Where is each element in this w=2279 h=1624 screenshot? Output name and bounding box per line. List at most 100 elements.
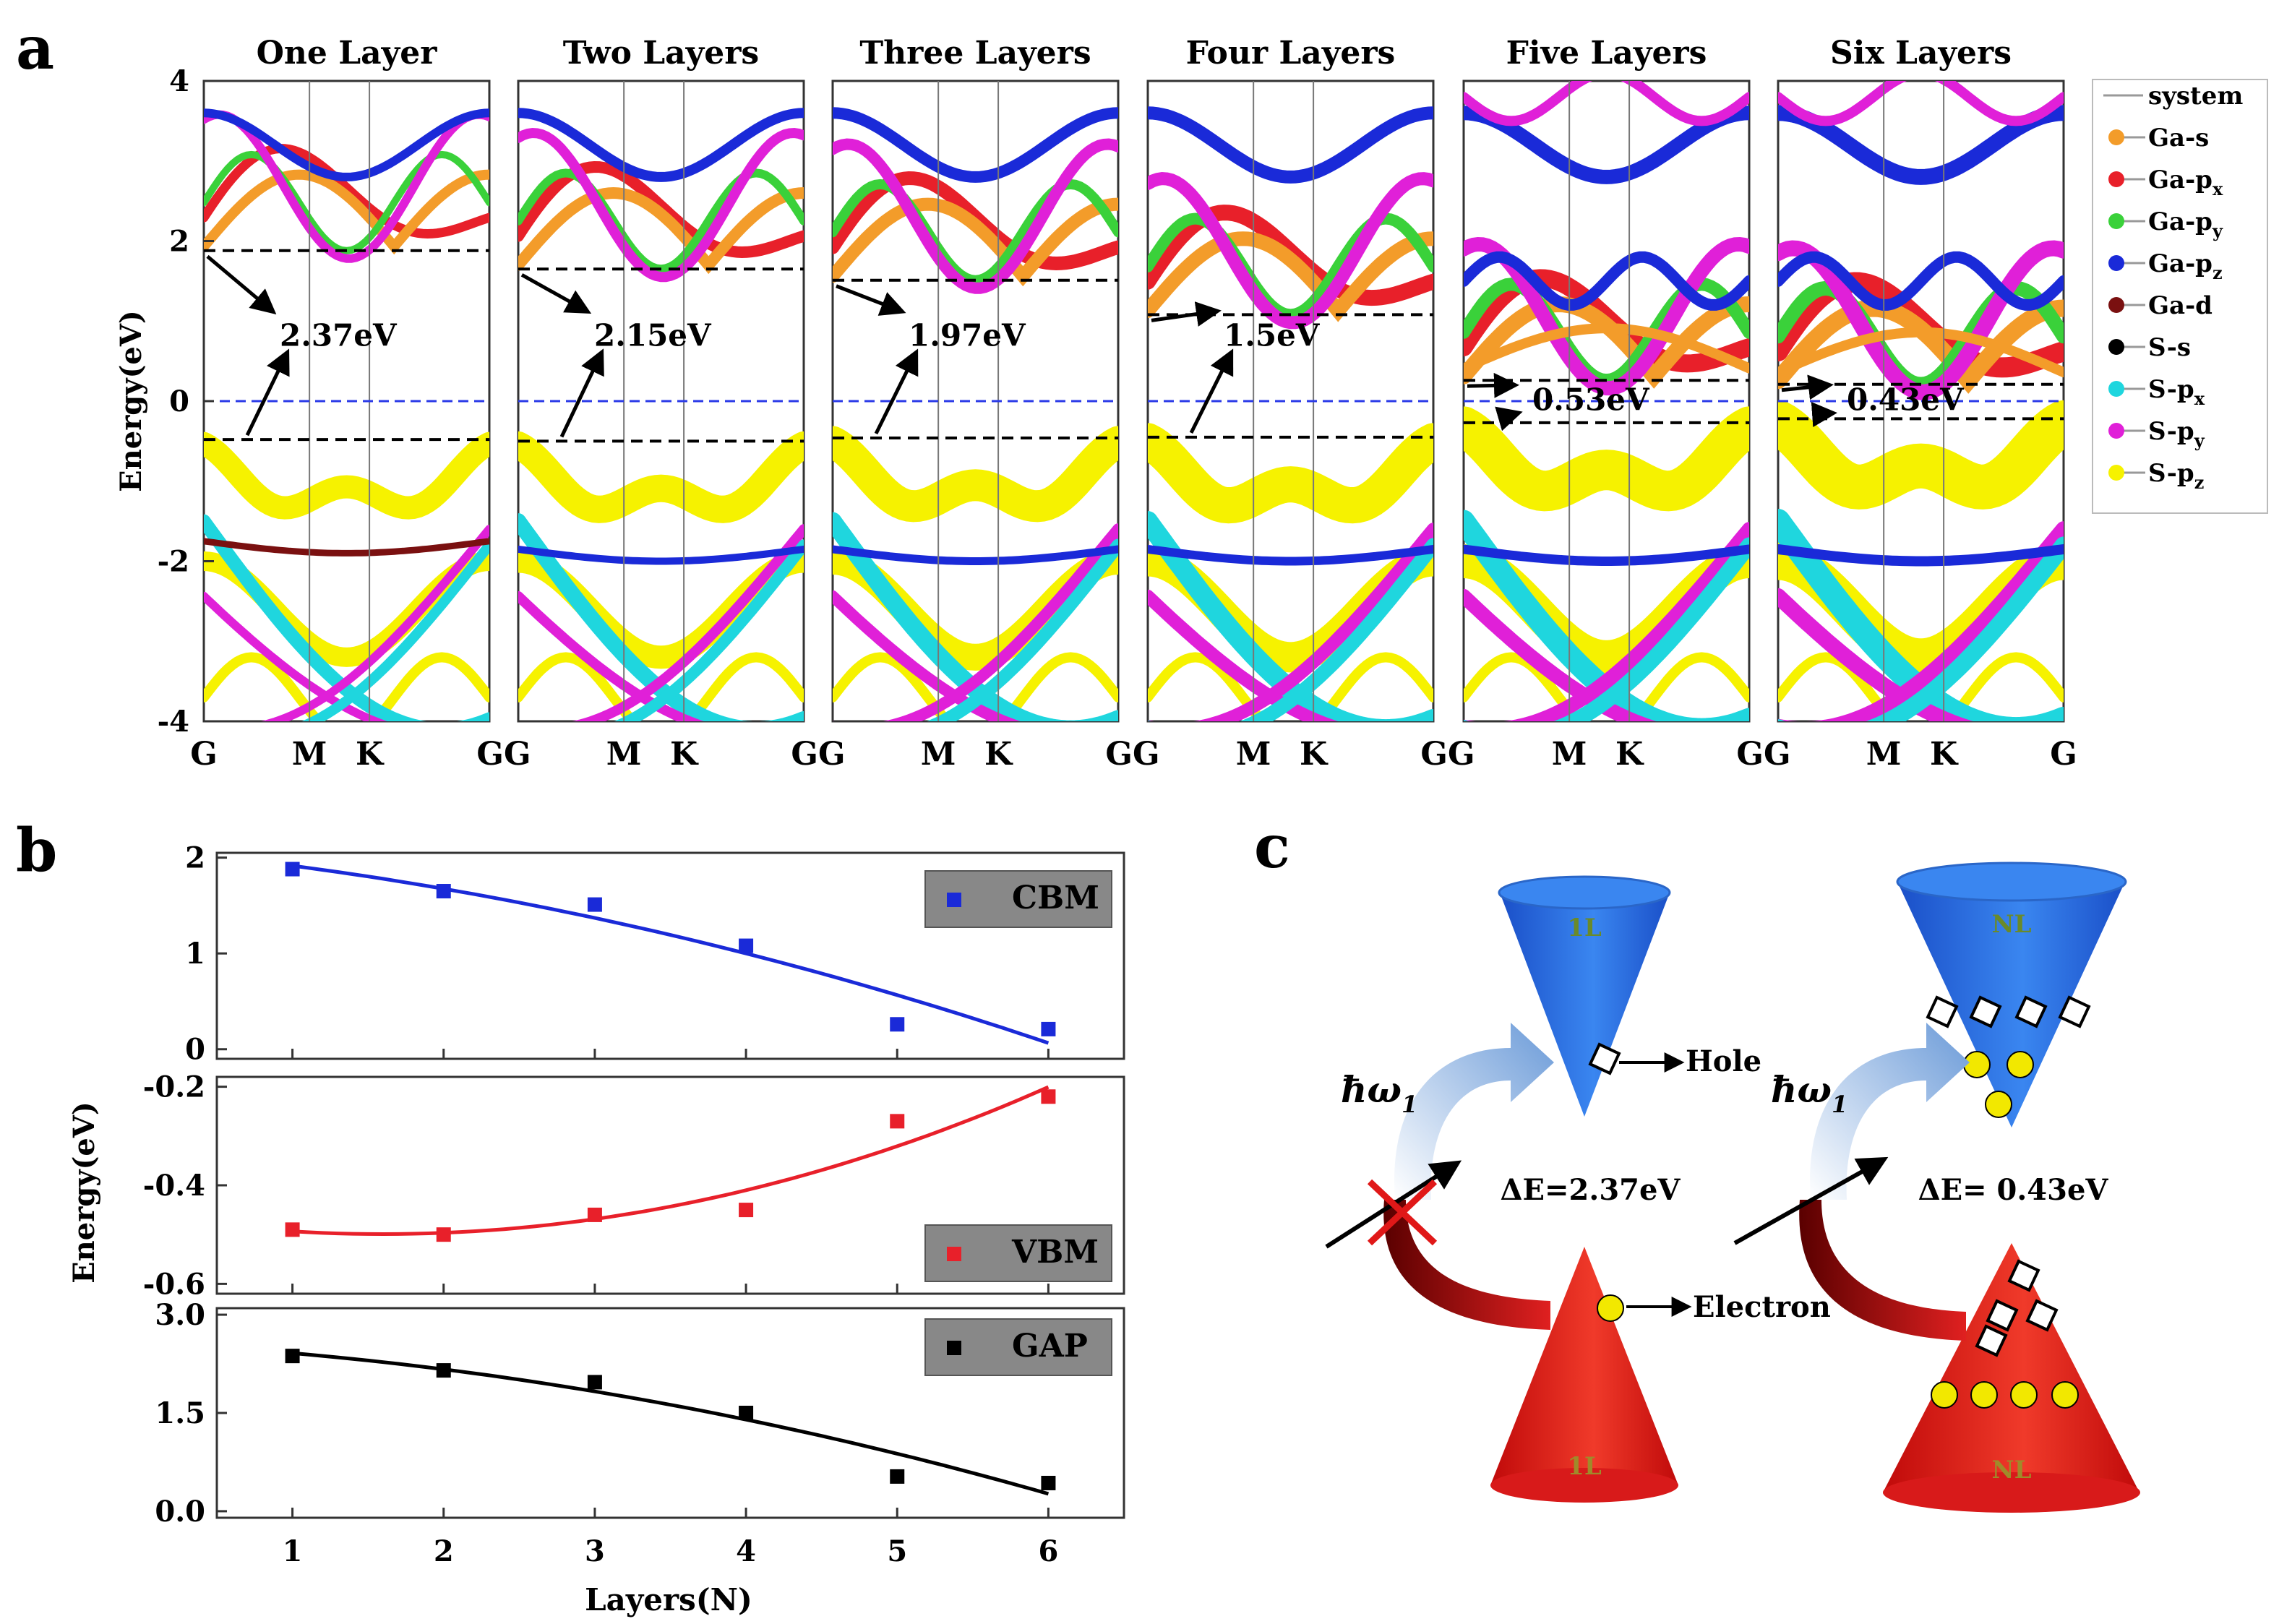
hole-marker: [1975, 1324, 2008, 1357]
band-ga-pz: [204, 108, 489, 181]
band-ga-pz: [518, 108, 804, 182]
band-panel: 2.37eV: [202, 80, 491, 723]
cone-nl-top: [1897, 882, 2125, 1127]
gap-arrow-up: [874, 348, 919, 435]
xtick-label: 1: [283, 1534, 303, 1568]
band-ga-pz: [1464, 106, 1749, 184]
holes-nl: [1926, 995, 2091, 1357]
band-ylabel: Energy(eV): [114, 310, 148, 492]
blocked-cross-2: [1367, 1179, 1438, 1246]
gap-label: 1.5eV: [1224, 318, 1321, 353]
data-point: [739, 1406, 754, 1420]
band-s-px: [833, 512, 1118, 721]
gap-label: 0.53eV: [1532, 382, 1650, 418]
band-panel-title: One Layer: [257, 35, 438, 72]
band-kpoint-label: K: [1300, 736, 1329, 773]
photon-arrow-right: [1733, 1156, 1889, 1245]
data-point: [436, 1363, 451, 1378]
band-s-py: [833, 523, 1118, 721]
band-ga-px: [518, 160, 804, 259]
series-legend-swatch: [947, 893, 961, 907]
gap-label: 2.15eV: [594, 318, 712, 353]
series-legend-swatch: [947, 1247, 961, 1261]
legend-label: Ga-pz: [2148, 249, 2223, 283]
band-s-pz: [1464, 406, 1749, 512]
electron-marker: [2010, 1381, 2038, 1409]
band-ytick: -2: [158, 545, 189, 579]
ytick-label: 1.5: [155, 1396, 205, 1430]
electron-marker: [1970, 1381, 1998, 1409]
band-ga-s: [518, 186, 804, 275]
band-s-px: [518, 513, 804, 721]
band-ga-pz: [1464, 251, 1749, 311]
cone-1l-top: [1500, 893, 1670, 1117]
fit-line: [292, 864, 1050, 1045]
legend-box: [2092, 79, 2268, 514]
band-ga-d: [1778, 544, 2064, 567]
data-point: [285, 1222, 300, 1237]
hole-marker: [2025, 1299, 2059, 1332]
band-kpoint-label: G: [2050, 736, 2077, 773]
ytick-label: 1: [185, 937, 205, 971]
data-point: [739, 938, 754, 953]
delta-e-left: ΔE=2.37eV: [1501, 1173, 1681, 1207]
ytick-label: -0.2: [143, 1070, 205, 1104]
legend-subscript: y: [2212, 220, 2223, 241]
cone-1l-top-label: 1L: [1567, 914, 1602, 942]
band-kpoint-label: G: [190, 736, 218, 773]
band-s-py: [572, 524, 804, 721]
gap-arrow-down: [836, 284, 906, 316]
band-s-py: [204, 110, 489, 263]
band-ytick: 4: [169, 64, 189, 98]
data-point: [1041, 1475, 1056, 1490]
panel-label-c: c: [1254, 812, 1290, 882]
gap-arrow-down: [1781, 374, 1834, 400]
band-ga-d: [1148, 544, 1433, 566]
series-legend-swatch: [947, 1341, 961, 1355]
band-structure-panels: 2.37eV One Layer 2.15eV Two Layers 1.97eV Thr…: [202, 35, 2065, 723]
band-s-pz: [518, 652, 804, 721]
band-ga-d: [833, 545, 1118, 565]
photon-label-right: ħω1: [1771, 1068, 1847, 1118]
band-s-py: [261, 525, 489, 721]
band-ytick: -4: [158, 705, 189, 739]
gap-arrow-up: [1811, 402, 1837, 428]
band-s-pz: [1148, 423, 1433, 524]
band-kpoint-label: GG: [1420, 736, 1475, 773]
legend-label: S-s: [2148, 333, 2191, 362]
band-ga-s: [1464, 323, 1749, 374]
hole-label: Hole: [1686, 1044, 1761, 1078]
band-s-pz: [204, 652, 489, 721]
electron-marker: [1985, 1091, 2012, 1118]
photon-symbol-right: ħω: [1771, 1068, 1832, 1111]
data-point: [1041, 1021, 1056, 1036]
hole-marker: [2007, 1259, 2040, 1292]
data-point: [890, 1469, 905, 1484]
data-point: [587, 1207, 602, 1222]
excite-arrow-left: [1394, 1023, 1554, 1200]
data-point: [587, 897, 602, 912]
legend-swatch: [2108, 213, 2124, 229]
fit-line: [292, 1351, 1050, 1496]
band-panel-title: Five Layers: [1506, 35, 1707, 72]
band-s-px: [204, 514, 489, 721]
gap-label: 0.43eV: [1847, 382, 1965, 418]
band-s-py: [204, 591, 387, 721]
electron-label: Electron: [1693, 1290, 1831, 1324]
band-ga-px: [204, 143, 489, 239]
panel-b-ylabel: Energy(eV): [67, 1101, 101, 1284]
band-ga-s: [1778, 327, 2064, 378]
band-kpoint-label: GG: [1105, 736, 1159, 773]
ytick-label: -0.4: [143, 1169, 205, 1203]
relax-arrow-left: [1383, 1200, 1550, 1330]
hole-marker: [1986, 1299, 2019, 1332]
electrons-nl: [1931, 1051, 2079, 1409]
hole-marker: [2014, 995, 2048, 1028]
legend-subscript: x: [2194, 388, 2205, 409]
band-kpoint-labels: G M K GG M K GG M K GG M K GG M K GG M K G: [190, 736, 2077, 773]
band-ga-d: [204, 538, 489, 557]
gap-arrow-up: [1189, 348, 1234, 434]
band-panel-content: [518, 108, 804, 721]
legend-swatch: [2108, 171, 2124, 187]
xtick-label: 4: [736, 1534, 756, 1568]
